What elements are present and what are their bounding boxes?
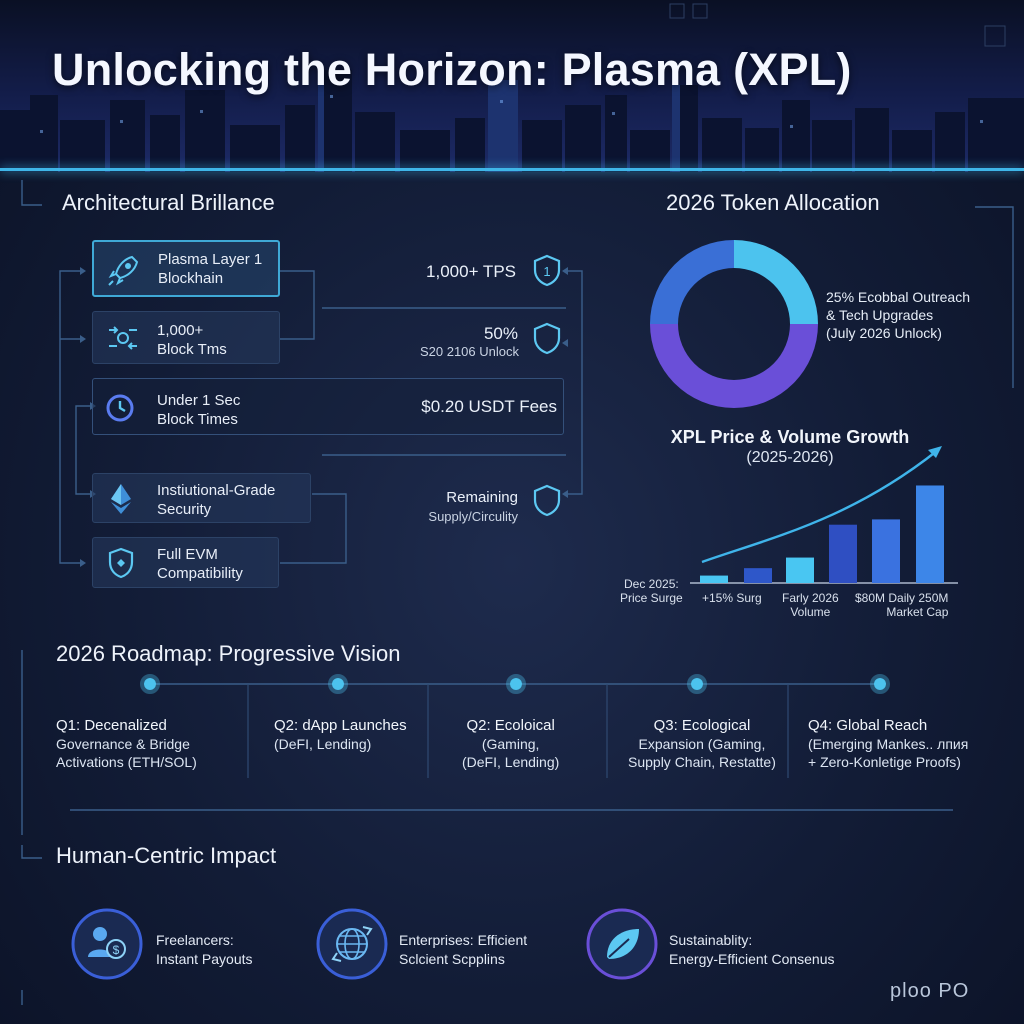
roadmap-timeline bbox=[140, 674, 890, 778]
impact-freelancers: Freelancers: Instant Payouts bbox=[156, 932, 253, 967]
feature-card-security: Instiutional-Grade Security bbox=[92, 473, 311, 523]
impact-sustainability: Sustainablity: Energy-Efficient Consenus bbox=[669, 932, 835, 967]
roadmap-item-q3: Q3: Ecological Expansion (Gaming, Supply C… bbox=[628, 717, 776, 770]
donut-segment bbox=[650, 240, 734, 324]
page-title: Unlocking the Horizon: Plasma (XPL) bbox=[52, 44, 852, 95]
tick-label-dec: Dec 2025: Price Surge bbox=[620, 577, 683, 605]
metric-unlock-percent: 50% bbox=[483, 324, 518, 343]
metric-fees: $0.20 USDT Fees bbox=[421, 397, 557, 416]
svg-text:1: 1 bbox=[543, 264, 550, 279]
horizon-line bbox=[0, 168, 1024, 171]
feature-text: 1,000+ Block Tms bbox=[157, 322, 227, 358]
tick-label-marketcap: $80M Daily 250M Market Cap bbox=[855, 591, 949, 619]
leaf-icon bbox=[586, 908, 658, 980]
roadmap-item-q2-dapp: Q2: dApp Launches (DeFI, Lending) bbox=[274, 717, 407, 752]
metric-supply: Supply/Circulity bbox=[428, 509, 518, 524]
donut-segment bbox=[650, 324, 818, 408]
chart-title: XPL Price & Volume Growth bbox=[670, 427, 910, 447]
svg-text:$: $ bbox=[113, 943, 120, 957]
roadmap-item-q2-eco: Q2: Ecoloical (Gaming, (DeFI, Lending) bbox=[462, 717, 560, 770]
metric-remaining: Remaining bbox=[446, 489, 518, 506]
architecture-title: Architectural Brillance bbox=[62, 190, 275, 215]
feature-text: Instiutional-Grade Security bbox=[157, 482, 276, 518]
tick-label-2026: Farly 2026 Volume bbox=[782, 591, 839, 619]
roadmap-item-q1: Q1: Decenalized Governance & Bridge Activa… bbox=[56, 717, 197, 770]
tick-label-surge: +15% Surg bbox=[702, 591, 762, 605]
clock-icon bbox=[106, 394, 134, 422]
feature-card-block: 1,000+ Block Tms bbox=[92, 311, 280, 364]
chart-bar bbox=[786, 557, 814, 583]
shield-icon: 1 bbox=[533, 254, 561, 287]
chart-bar bbox=[872, 519, 900, 583]
skyline-illustration bbox=[0, 70, 1024, 172]
donut-segment bbox=[734, 240, 818, 324]
impact-title: Human-Centric Impact bbox=[56, 843, 277, 868]
chart-bar bbox=[700, 575, 728, 583]
freelancer-payout-icon: $ bbox=[71, 908, 143, 980]
chart-trend-line bbox=[701, 449, 939, 564]
city-skyline-header bbox=[0, 0, 1024, 172]
brand-logo: ploo PO bbox=[890, 980, 970, 1002]
feature-card-layer1: Plasma Layer 1 Blockhain bbox=[92, 240, 280, 297]
chart-trend-arrowhead bbox=[928, 446, 942, 458]
price-volume-chart bbox=[690, 446, 958, 584]
rocket-icon bbox=[108, 255, 139, 286]
chart-subtitle: (2025-2026) bbox=[746, 449, 834, 466]
shield-icon bbox=[533, 484, 561, 517]
chart-bar bbox=[916, 485, 944, 583]
feature-card-blocktime: Under 1 Sec Block Times $0.20 USDT Fees bbox=[92, 378, 564, 435]
shield-icon bbox=[108, 547, 134, 579]
feature-card-evm: Full EVM Compatibility bbox=[92, 537, 279, 588]
allocation-donut bbox=[650, 240, 818, 408]
roadmap-item-q4: Q4: Global Reach (Emerging Mankes.. лпия +… bbox=[808, 717, 969, 770]
allocation-title: 2026 Token Allocation bbox=[666, 190, 880, 215]
network-icon bbox=[109, 326, 137, 350]
impact-enterprises: Enterprises: Efficient Sclcient Scpplins bbox=[399, 932, 528, 967]
feature-text: Plasma Layer 1 Blockhain bbox=[158, 251, 263, 287]
globe-supply-icon bbox=[316, 908, 388, 980]
roadmap-title: 2026 Roadmap: Progressive Vision bbox=[56, 641, 401, 666]
shield-icon bbox=[533, 322, 561, 355]
metric-tps: 1,000+ TPS bbox=[426, 262, 516, 281]
metric-unlock-detail: S20 2106 Unlock bbox=[419, 344, 519, 359]
feature-text: Full EVM Compatibility bbox=[157, 546, 243, 582]
feature-text: Under 1 Sec Block Times bbox=[157, 392, 241, 428]
chart-bar bbox=[829, 524, 857, 583]
allocation-label: 25% Ecobbal Outreach & Tech Upgrades (Ju… bbox=[826, 289, 970, 341]
ethereum-icon bbox=[111, 484, 131, 514]
chart-bar bbox=[744, 568, 772, 583]
